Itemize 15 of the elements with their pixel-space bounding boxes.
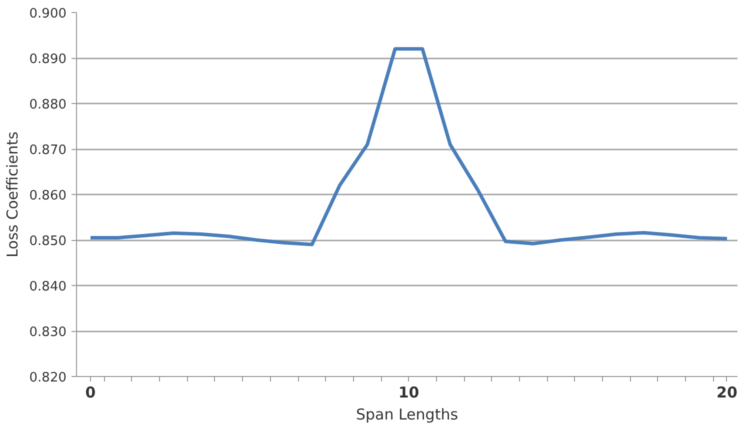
x-tick-label: 20 xyxy=(716,384,738,402)
x-axis-title: Span Lengths xyxy=(356,406,458,424)
y-tick-label: 0.860 xyxy=(29,188,66,204)
x-tick-label: 10 xyxy=(398,384,420,402)
x-tick-label: 0 xyxy=(85,384,96,402)
y-tick-label: 0.840 xyxy=(29,280,66,294)
y-tick-label: 0.900 xyxy=(29,6,66,22)
y-tick-label: 0.820 xyxy=(29,370,66,386)
y-tick-label: 0.870 xyxy=(29,143,66,158)
y-tick-label: 0.880 xyxy=(29,98,66,112)
y-tick-label: 0.850 xyxy=(29,234,66,249)
line-series xyxy=(88,47,729,246)
y-axis-title: Loss Coefficients xyxy=(3,131,22,258)
y-tick-label: 0.890 xyxy=(29,52,66,67)
y-tick-label: 0.830 xyxy=(29,325,66,340)
